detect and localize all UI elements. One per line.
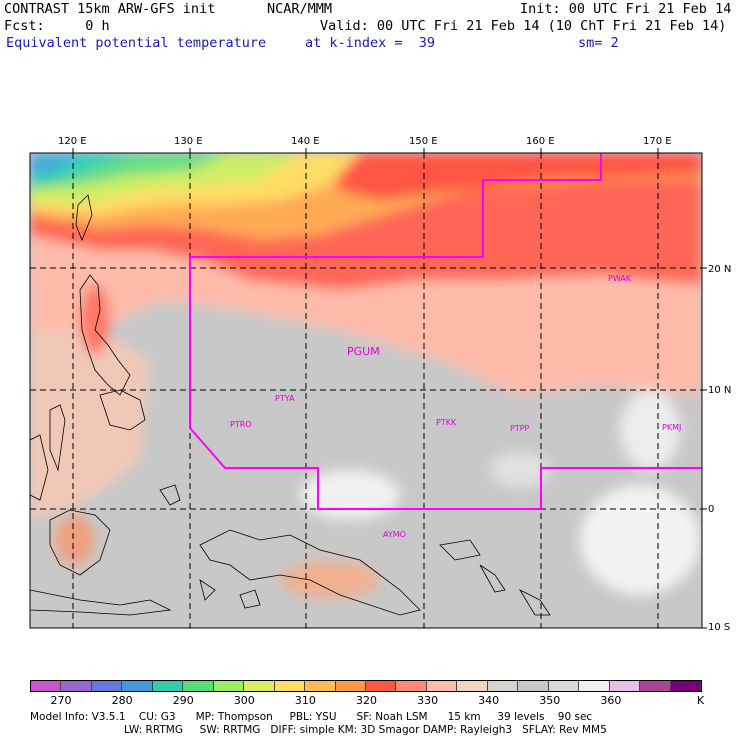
colorbar-swatch [31,681,62,691]
colorbar-tick-label: 360 [600,694,622,707]
station-ptkk: PTKK [436,418,457,427]
lat-label-20n: 20 N [708,264,732,275]
colorbar-tick-label: 270 [50,694,72,707]
colorbar-swatch [152,681,184,691]
colorbar-swatch [426,681,458,691]
colorbar-swatch [91,681,123,691]
lat-label-10n: 10 N [708,385,732,396]
organization-label: NCAR/MMM [267,1,333,17]
smoothing-label: sm= 2 [578,35,619,51]
lon-label-150e: 150 E [409,136,438,147]
field-name: Equivalent potential temperature [6,35,267,51]
colorbar-swatch [365,681,397,691]
colorbar-swatch [305,681,336,691]
colorbar-swatch [640,681,671,691]
colorbar-tick-label: 320 [356,694,377,707]
station-ptya: PTYA [275,394,295,403]
colorbar-swatch [518,681,549,691]
colorbar-swatch [609,681,641,691]
station-pkmj: PKMJ [662,423,682,432]
valid-time: Valid: 00 UTC Fri 21 Feb 14 (10 ChT Fri … [320,18,727,34]
lat-lon-grid [30,153,702,628]
lon-label-170e: 170 E [643,136,672,147]
model-info-line2: LW: RRTMG SW: RRTMG DIFF: simple KM: 3D … [124,724,607,736]
colorbar-swatch [487,681,519,691]
colorbar-swatch [396,681,427,691]
lon-label-140e: 140 E [291,136,320,147]
colorbar [30,680,702,692]
forecast-hour: Fcst: 0 h [4,18,110,34]
colorbar-swatch [457,681,488,691]
station-ptpp: PTPP [510,424,530,433]
lat-label-equator: 0 [708,504,715,515]
lon-label-160e: 160 E [526,136,555,147]
colorbar-swatch [670,681,701,691]
colorbar-swatch [183,681,214,691]
colorbar-swatch [274,681,306,691]
model-info-line1: Model Info: V3.5.1 CU: G3 MP: Thompson P… [30,711,593,723]
shaded-field [30,153,702,628]
init-time: Init: 00 UTC Fri 21 Feb 14 [520,1,732,17]
colorbar-swatch [335,681,366,691]
lon-label-120e: 120 E [58,136,87,147]
colorbar-tick-label: 340 [478,694,500,707]
colorbar-swatch [548,681,580,691]
colorbar-swatch [579,681,610,691]
colorbar-tick-label: 280 [111,694,133,707]
station-pwak: PWAK [608,274,632,283]
station-pgum: PGUM [347,345,380,358]
colorbar-unit: K [697,694,705,707]
colorbar-tick-label: 290 [172,694,194,707]
model-title: CONTRAST 15km ARW-GFS init [4,1,216,17]
station-ptro: PTRO [230,420,252,429]
colorbar-swatch [122,681,153,691]
colorbar-swatch [61,681,92,691]
colorbar-tick-label: 310 [294,694,316,707]
axis-ticks [72,148,707,629]
lat-label-10s: 10 S [708,622,731,633]
colorbar-tick-label: 330 [417,694,439,707]
colorbar-swatch [213,681,245,691]
lon-label-130e: 130 E [174,136,203,147]
k-index-label: at k-index = 39 [305,35,436,51]
domain-boundary [189,153,702,510]
station-aymo: AYMO [383,530,406,539]
colorbar-swatch [244,681,275,691]
colorbar-tick-label: 350 [539,694,561,707]
colorbar-tick-label: 300 [233,694,255,707]
